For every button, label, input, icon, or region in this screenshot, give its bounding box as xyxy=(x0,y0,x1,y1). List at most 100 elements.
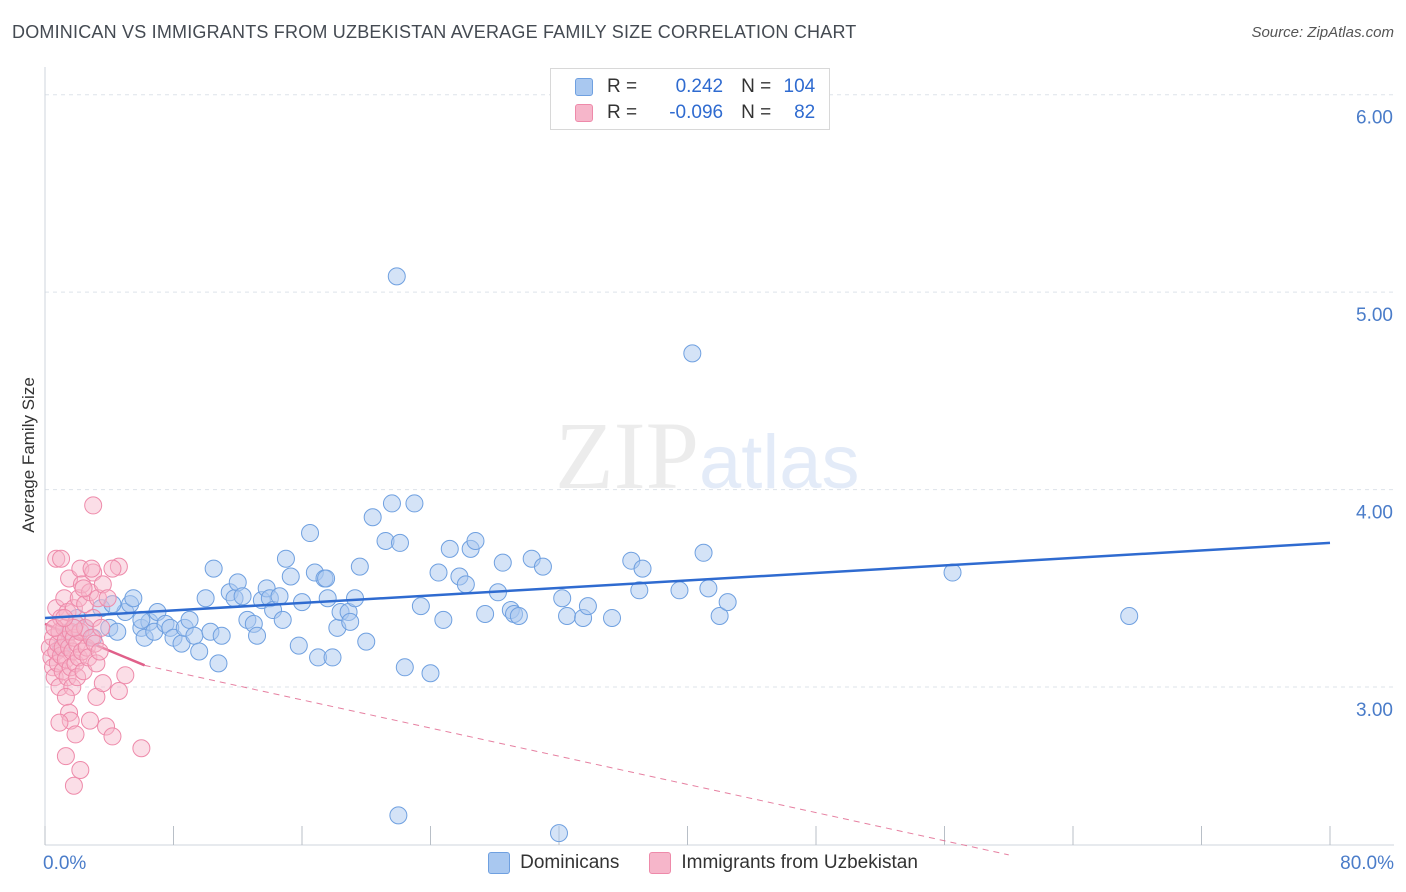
y-tick-label: 3.00 xyxy=(1356,700,1393,721)
dominicans-point xyxy=(493,553,512,572)
n-value: 82 xyxy=(794,102,816,123)
uzbekistan-point xyxy=(97,717,116,736)
dominicans-point xyxy=(718,593,737,612)
legend-label: Immigrants from Uzbekistan xyxy=(681,852,918,873)
dominicans-point xyxy=(533,557,552,576)
r-label: R = xyxy=(607,76,638,97)
uzbekistan-point xyxy=(109,557,128,576)
uzbekistan-point xyxy=(45,618,64,637)
dominicans-point xyxy=(710,606,729,625)
legend-item-uzbekistan[interactable]: Immigrants from Uzbekistan xyxy=(649,852,918,874)
y-axis-label: Average Family Size xyxy=(19,377,38,533)
uzbekistan-point xyxy=(56,687,75,706)
dominicans-point xyxy=(476,605,495,623)
dominicans-point xyxy=(694,543,713,562)
dominicans-point xyxy=(323,648,342,667)
uzbekistan-point xyxy=(61,711,80,730)
uzbekistan-point xyxy=(103,559,122,578)
dominicans-point xyxy=(1120,606,1139,625)
legend-item-dominicans[interactable]: Dominicans xyxy=(488,852,619,874)
y-tick-label: 5.00 xyxy=(1356,305,1393,326)
dominicans-point xyxy=(440,539,459,558)
dominicans-point xyxy=(389,806,408,825)
dominicans-point xyxy=(281,567,300,586)
dominicans-point xyxy=(943,563,962,582)
dominicans-point xyxy=(132,610,151,629)
dominicans-point xyxy=(411,597,430,616)
dominicans-point xyxy=(346,589,365,608)
uzbekistan-point xyxy=(56,747,75,766)
dominicans-point xyxy=(630,581,649,600)
dominicans-point xyxy=(124,589,143,608)
n-label: N = xyxy=(741,102,772,123)
uzbekistan-point xyxy=(89,589,108,608)
uzbekistan-point xyxy=(82,559,101,578)
uzbekistan-point xyxy=(90,642,109,661)
uzbekistan-point xyxy=(80,711,99,730)
dominicans-point xyxy=(456,575,475,594)
stats-legend: R = 0.242 N = 104 R = -0.096 N = 82 xyxy=(550,68,830,130)
legend-swatch-blue xyxy=(488,852,511,874)
dominicans-trend-line xyxy=(44,541,1331,620)
dominicans-point xyxy=(683,344,702,363)
dominicans-point xyxy=(185,626,204,645)
dominicans-point xyxy=(318,589,337,608)
stats-row-dominicans: R = 0.242 N = 104 xyxy=(575,75,815,99)
dominicans-point xyxy=(233,587,252,606)
watermark-atlas: atlas xyxy=(699,420,860,505)
r-value: 0.242 xyxy=(675,76,724,97)
uzbekistan-point xyxy=(64,618,83,637)
dominicans-point xyxy=(357,632,376,651)
dominicans-point xyxy=(699,579,718,598)
blue-swatch xyxy=(575,78,593,96)
stats-row-uzbekistan: R = -0.096 N = 82 xyxy=(575,101,815,125)
dominicans-point xyxy=(341,612,360,631)
uzbekistan-point xyxy=(52,549,71,568)
x-tick-label: 0.0% xyxy=(43,853,86,874)
source-credit: Source: ZipAtlas.com xyxy=(1251,24,1394,41)
dominicans-point xyxy=(180,610,199,629)
dominicans-point xyxy=(603,608,622,627)
dominicans-point xyxy=(466,531,485,550)
uzbekistan-point xyxy=(109,682,128,700)
dominicans-point xyxy=(509,606,528,625)
dominicans-point xyxy=(550,824,568,843)
uzbekistan-point xyxy=(98,589,117,608)
dominicans-point xyxy=(289,636,308,655)
uzbekistan-point xyxy=(64,776,83,795)
uzbekistan-point xyxy=(103,727,122,746)
x-tick-label: 80.0% xyxy=(1340,853,1394,874)
uzbekistan-point xyxy=(116,666,135,685)
dominicans-point xyxy=(209,654,228,673)
dominicans-points xyxy=(52,267,1139,843)
dominicans-point xyxy=(212,626,231,645)
watermark-zip: ZIP xyxy=(555,402,699,509)
dominicans-point xyxy=(350,557,369,576)
dominicans-point xyxy=(405,494,424,513)
dominicans-point xyxy=(363,508,382,527)
tick-labels: 3.00 4.00 5.00 6.00 0.0% 80.0% xyxy=(43,108,1394,874)
dominicans-point xyxy=(270,587,289,606)
dominicans-point xyxy=(558,606,577,625)
uzbekistan-point xyxy=(87,654,106,673)
dominicans-point xyxy=(248,626,267,645)
n-label: N = xyxy=(741,76,772,97)
dominicans-point xyxy=(382,494,401,513)
dominicans-point xyxy=(578,597,597,616)
dominicans-trend xyxy=(44,541,1331,620)
uzbekistan-point xyxy=(63,678,82,697)
dominicans-point xyxy=(421,664,440,683)
dominicans-point xyxy=(395,658,414,677)
uzbekistan-point xyxy=(74,662,93,681)
legend-swatch-pink xyxy=(649,852,672,874)
dominicans-point xyxy=(633,559,652,578)
uzbekistan-trend-dashed xyxy=(144,664,1009,856)
uzbekistan-point xyxy=(132,739,151,758)
chart-title: DOMINICAN VS IMMIGRANTS FROM UZBEKISTAN … xyxy=(12,22,857,42)
watermark: ZIPatlas xyxy=(555,400,860,511)
uzbekistan-point xyxy=(82,628,101,647)
uzbekistan-point xyxy=(66,725,85,744)
uzbekistan-point xyxy=(47,549,66,568)
dominicans-point xyxy=(276,549,295,568)
